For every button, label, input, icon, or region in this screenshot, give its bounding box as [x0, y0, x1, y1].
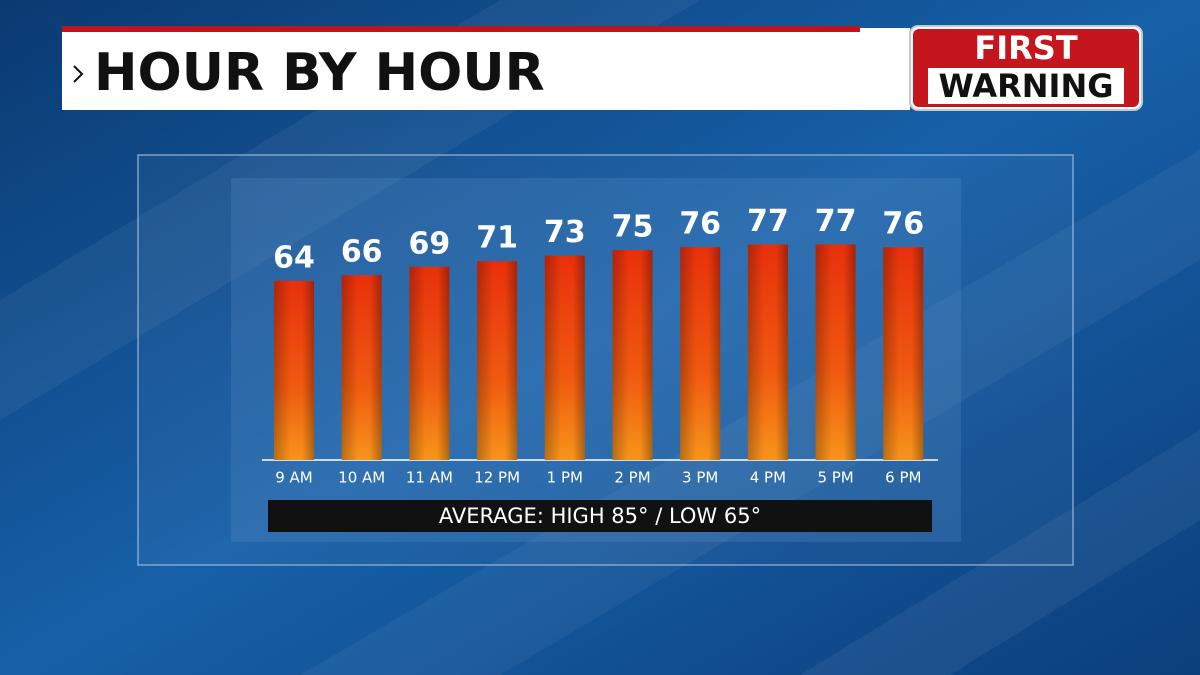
value-label: 66	[341, 235, 383, 270]
value-label: 77	[815, 204, 857, 239]
value-label: 71	[476, 221, 518, 256]
value-label: 73	[544, 215, 586, 250]
bar-shade	[680, 247, 721, 460]
footer-bar	[268, 500, 932, 532]
chevron	[73, 65, 84, 83]
x-tick-label: 6 PM	[885, 469, 921, 487]
x-tick-label: 9 AM	[275, 469, 313, 487]
value-label: 76	[882, 207, 924, 242]
value-label: 75	[612, 210, 654, 245]
x-tick-label: 2 PM	[614, 469, 650, 487]
value-label: 64	[273, 240, 315, 275]
x-tick-label: 10 AM	[338, 469, 385, 487]
bar-shade	[409, 266, 450, 460]
x-tick-label: 5 PM	[817, 469, 853, 487]
footer: AVERAGE: HIGH 85° / LOW 65°	[439, 504, 761, 528]
bar-shade	[274, 280, 314, 460]
x-tick-label: 11 AM	[406, 469, 453, 487]
title-bar	[62, 28, 910, 110]
badge-line: WARNING	[939, 67, 1114, 105]
bar-shade	[341, 275, 382, 460]
x-tick-label: 1 PM	[547, 469, 583, 487]
bar-shade	[477, 261, 518, 460]
x-tick-label: 12 PM	[474, 469, 520, 487]
badge-white	[928, 68, 1124, 104]
bar-shade	[815, 244, 856, 460]
value-label: 77	[747, 204, 789, 239]
badge-line: FIRST	[974, 29, 1077, 67]
title-accent	[62, 26, 860, 32]
bar-shade	[544, 255, 585, 460]
x-tick-label: 3 PM	[682, 469, 718, 487]
bar-shade	[883, 247, 924, 460]
title: HOUR BY HOUR	[94, 43, 545, 103]
value-label: 69	[409, 226, 451, 261]
bar-shade	[612, 250, 653, 460]
bar-shade	[747, 244, 788, 460]
value-label: 76	[679, 207, 721, 242]
x-tick-label: 4 PM	[750, 469, 786, 487]
